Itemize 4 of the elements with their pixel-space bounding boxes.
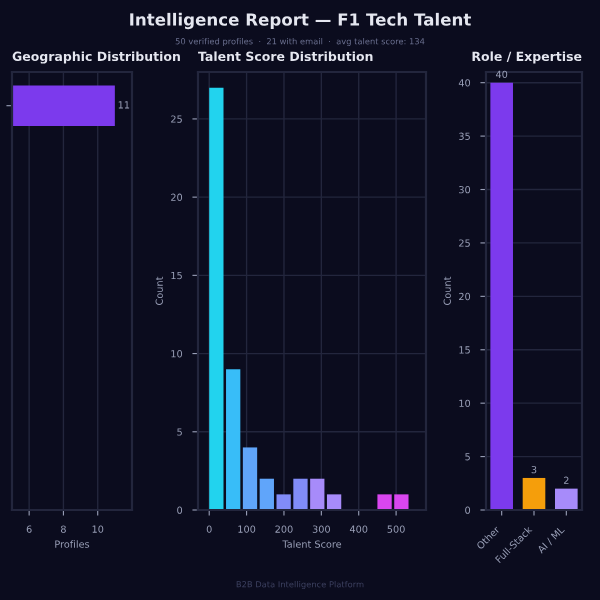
bar (522, 477, 546, 510)
text: Intelligence Report — F1 Tech Talent (130, 12, 471, 30)
bar (555, 488, 578, 510)
bar (490, 82, 513, 510)
